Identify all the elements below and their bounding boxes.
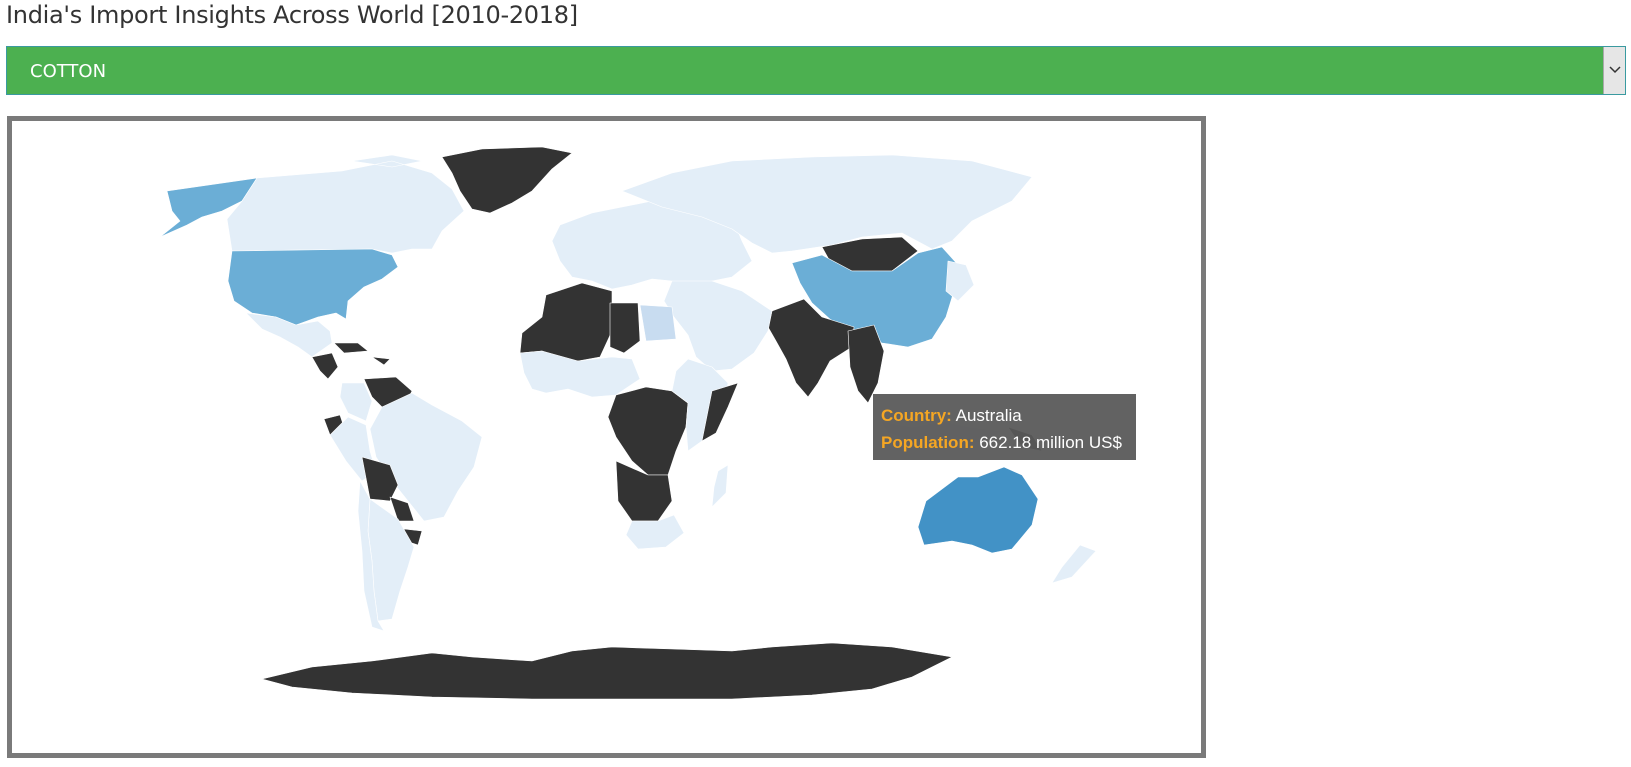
country-south-africa[interactable] — [625, 514, 685, 550]
country-canada[interactable] — [226, 154, 465, 254]
country-paraguay[interactable] — [389, 496, 415, 522]
country-egypt[interactable] — [639, 304, 677, 342]
page-title: India's Import Insights Across World [20… — [6, 1, 578, 29]
commodity-select[interactable]: COTTON — [6, 46, 1626, 95]
dropdown-arrow-button[interactable] — [1603, 47, 1625, 94]
country-united-states[interactable] — [227, 248, 399, 326]
tooltip-country-row: Country: Australia — [881, 402, 1128, 429]
country-middle-east[interactable] — [663, 280, 773, 372]
country-somalia[interactable] — [701, 382, 739, 442]
chevron-down-icon — [1609, 66, 1621, 74]
country-new-zealand[interactable] — [1051, 544, 1097, 584]
country-japan[interactable] — [945, 260, 975, 302]
country-southern-africa[interactable] — [615, 460, 673, 522]
country-australia[interactable] — [917, 466, 1039, 554]
commodity-select-value: COTTON — [30, 61, 107, 82]
country-central-america[interactable] — [311, 352, 339, 380]
country-greenland[interactable] — [441, 146, 573, 214]
tooltip-country-value: Australia — [955, 406, 1022, 425]
country-caribbean[interactable] — [333, 342, 391, 366]
country-libya[interactable] — [609, 302, 641, 354]
country-mexico[interactable] — [245, 312, 333, 358]
tooltip-population-label: Population: — [881, 433, 975, 452]
country-madagascar[interactable] — [711, 464, 729, 508]
tooltip: Country: Australia Population: 662.18 mi… — [873, 394, 1136, 460]
country-russia[interactable] — [621, 154, 1033, 254]
country-china[interactable] — [791, 246, 961, 348]
world-map — [159, 146, 1097, 700]
country-southeast-asia[interactable] — [847, 324, 885, 404]
country-east-africa[interactable] — [671, 358, 729, 452]
country-central-africa[interactable] — [607, 386, 689, 476]
map-regions — [159, 146, 1097, 700]
tooltip-population-row: Population: 662.18 million US$ — [881, 429, 1128, 456]
country-colombia[interactable] — [339, 382, 373, 422]
country-bolivia[interactable] — [361, 456, 399, 502]
country-north-africa-west[interactable] — [519, 282, 613, 362]
country-antarctica[interactable] — [261, 642, 953, 700]
tooltip-country-label: Country: — [881, 406, 952, 425]
country-brazil[interactable] — [369, 392, 483, 522]
country-india[interactable] — [767, 298, 855, 398]
country-chile[interactable] — [357, 480, 385, 632]
tooltip-population-value: 662.18 million US$ — [979, 433, 1122, 452]
